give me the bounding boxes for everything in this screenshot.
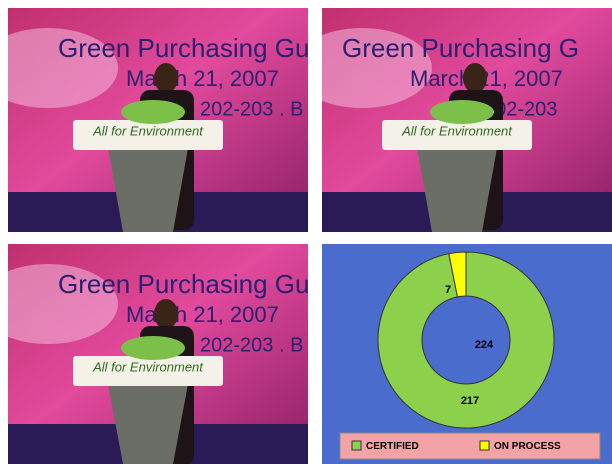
photo: Green Purchasing Gu March 21, 2007 202-203…	[8, 8, 309, 232]
speaker-head	[463, 63, 487, 93]
podium	[108, 148, 188, 232]
podium-sign-text: All for Environment	[92, 123, 204, 138]
legend-swatch	[351, 440, 362, 451]
podium-sign-text: All for Environment	[401, 123, 513, 138]
banner-date: March 21, 2007	[126, 302, 279, 327]
podium-sign-text: All for Environment	[92, 359, 204, 374]
stage-light	[8, 264, 118, 344]
sign-leaf	[430, 100, 494, 124]
banner-headline: Green Purchasing Gu	[58, 33, 309, 63]
legend-label: CERTIFIED	[366, 441, 419, 452]
legend-box	[339, 432, 601, 460]
slice-label: 217	[461, 395, 479, 407]
photo: Green Purchasing Gu March 21, 2007 202-203…	[8, 244, 309, 464]
slice-label: 7	[445, 284, 451, 296]
speaker-head	[154, 63, 178, 93]
stage-light	[322, 28, 432, 108]
sign-leaf	[121, 336, 185, 360]
banner-headline: Green Purchasing G	[342, 33, 579, 63]
donut-slice	[377, 251, 555, 429]
banner-venue: 202-203 . B	[200, 334, 303, 356]
banner-headline: Green Purchasing Gu	[58, 269, 309, 299]
speaker-head	[154, 299, 178, 329]
banner-venue: 202-203 . B	[200, 98, 303, 120]
podium	[108, 384, 188, 464]
podium	[417, 148, 497, 232]
center-label: 224	[475, 339, 494, 351]
stage-light	[8, 28, 118, 108]
podium-sign	[382, 120, 532, 150]
banner-date: March 21, 2007	[126, 66, 279, 91]
legend-swatch	[479, 440, 490, 451]
legend-label: ON PROCESS	[494, 441, 561, 452]
podium-sign	[73, 120, 223, 150]
sign-leaf	[121, 100, 185, 124]
podium-sign	[73, 356, 223, 386]
donut-slice	[448, 251, 467, 298]
